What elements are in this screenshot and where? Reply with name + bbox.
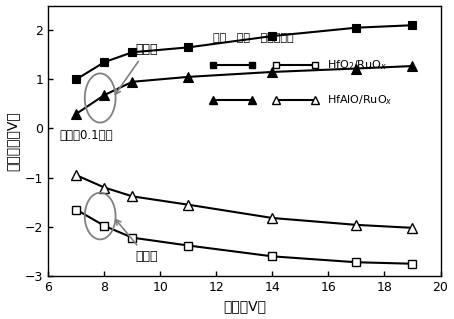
Text: 正电压: 正电压 [115,43,158,94]
X-axis label: 电压（V）: 电压（V） [223,300,266,314]
Text: 编程   擦除   电荷偶获层: 编程 擦除 电荷偶获层 [213,33,294,43]
Text: HfAlO/RuO$_x$: HfAlO/RuO$_x$ [327,93,392,107]
Text: 时间：0.1毫秒: 时间：0.1毫秒 [59,130,113,142]
Text: 负电压: 负电压 [116,219,158,263]
Y-axis label: 平带电压（V）: 平带电压（V） [5,111,20,171]
Text: HfO$_2$/RuO$_x$: HfO$_2$/RuO$_x$ [327,58,387,72]
